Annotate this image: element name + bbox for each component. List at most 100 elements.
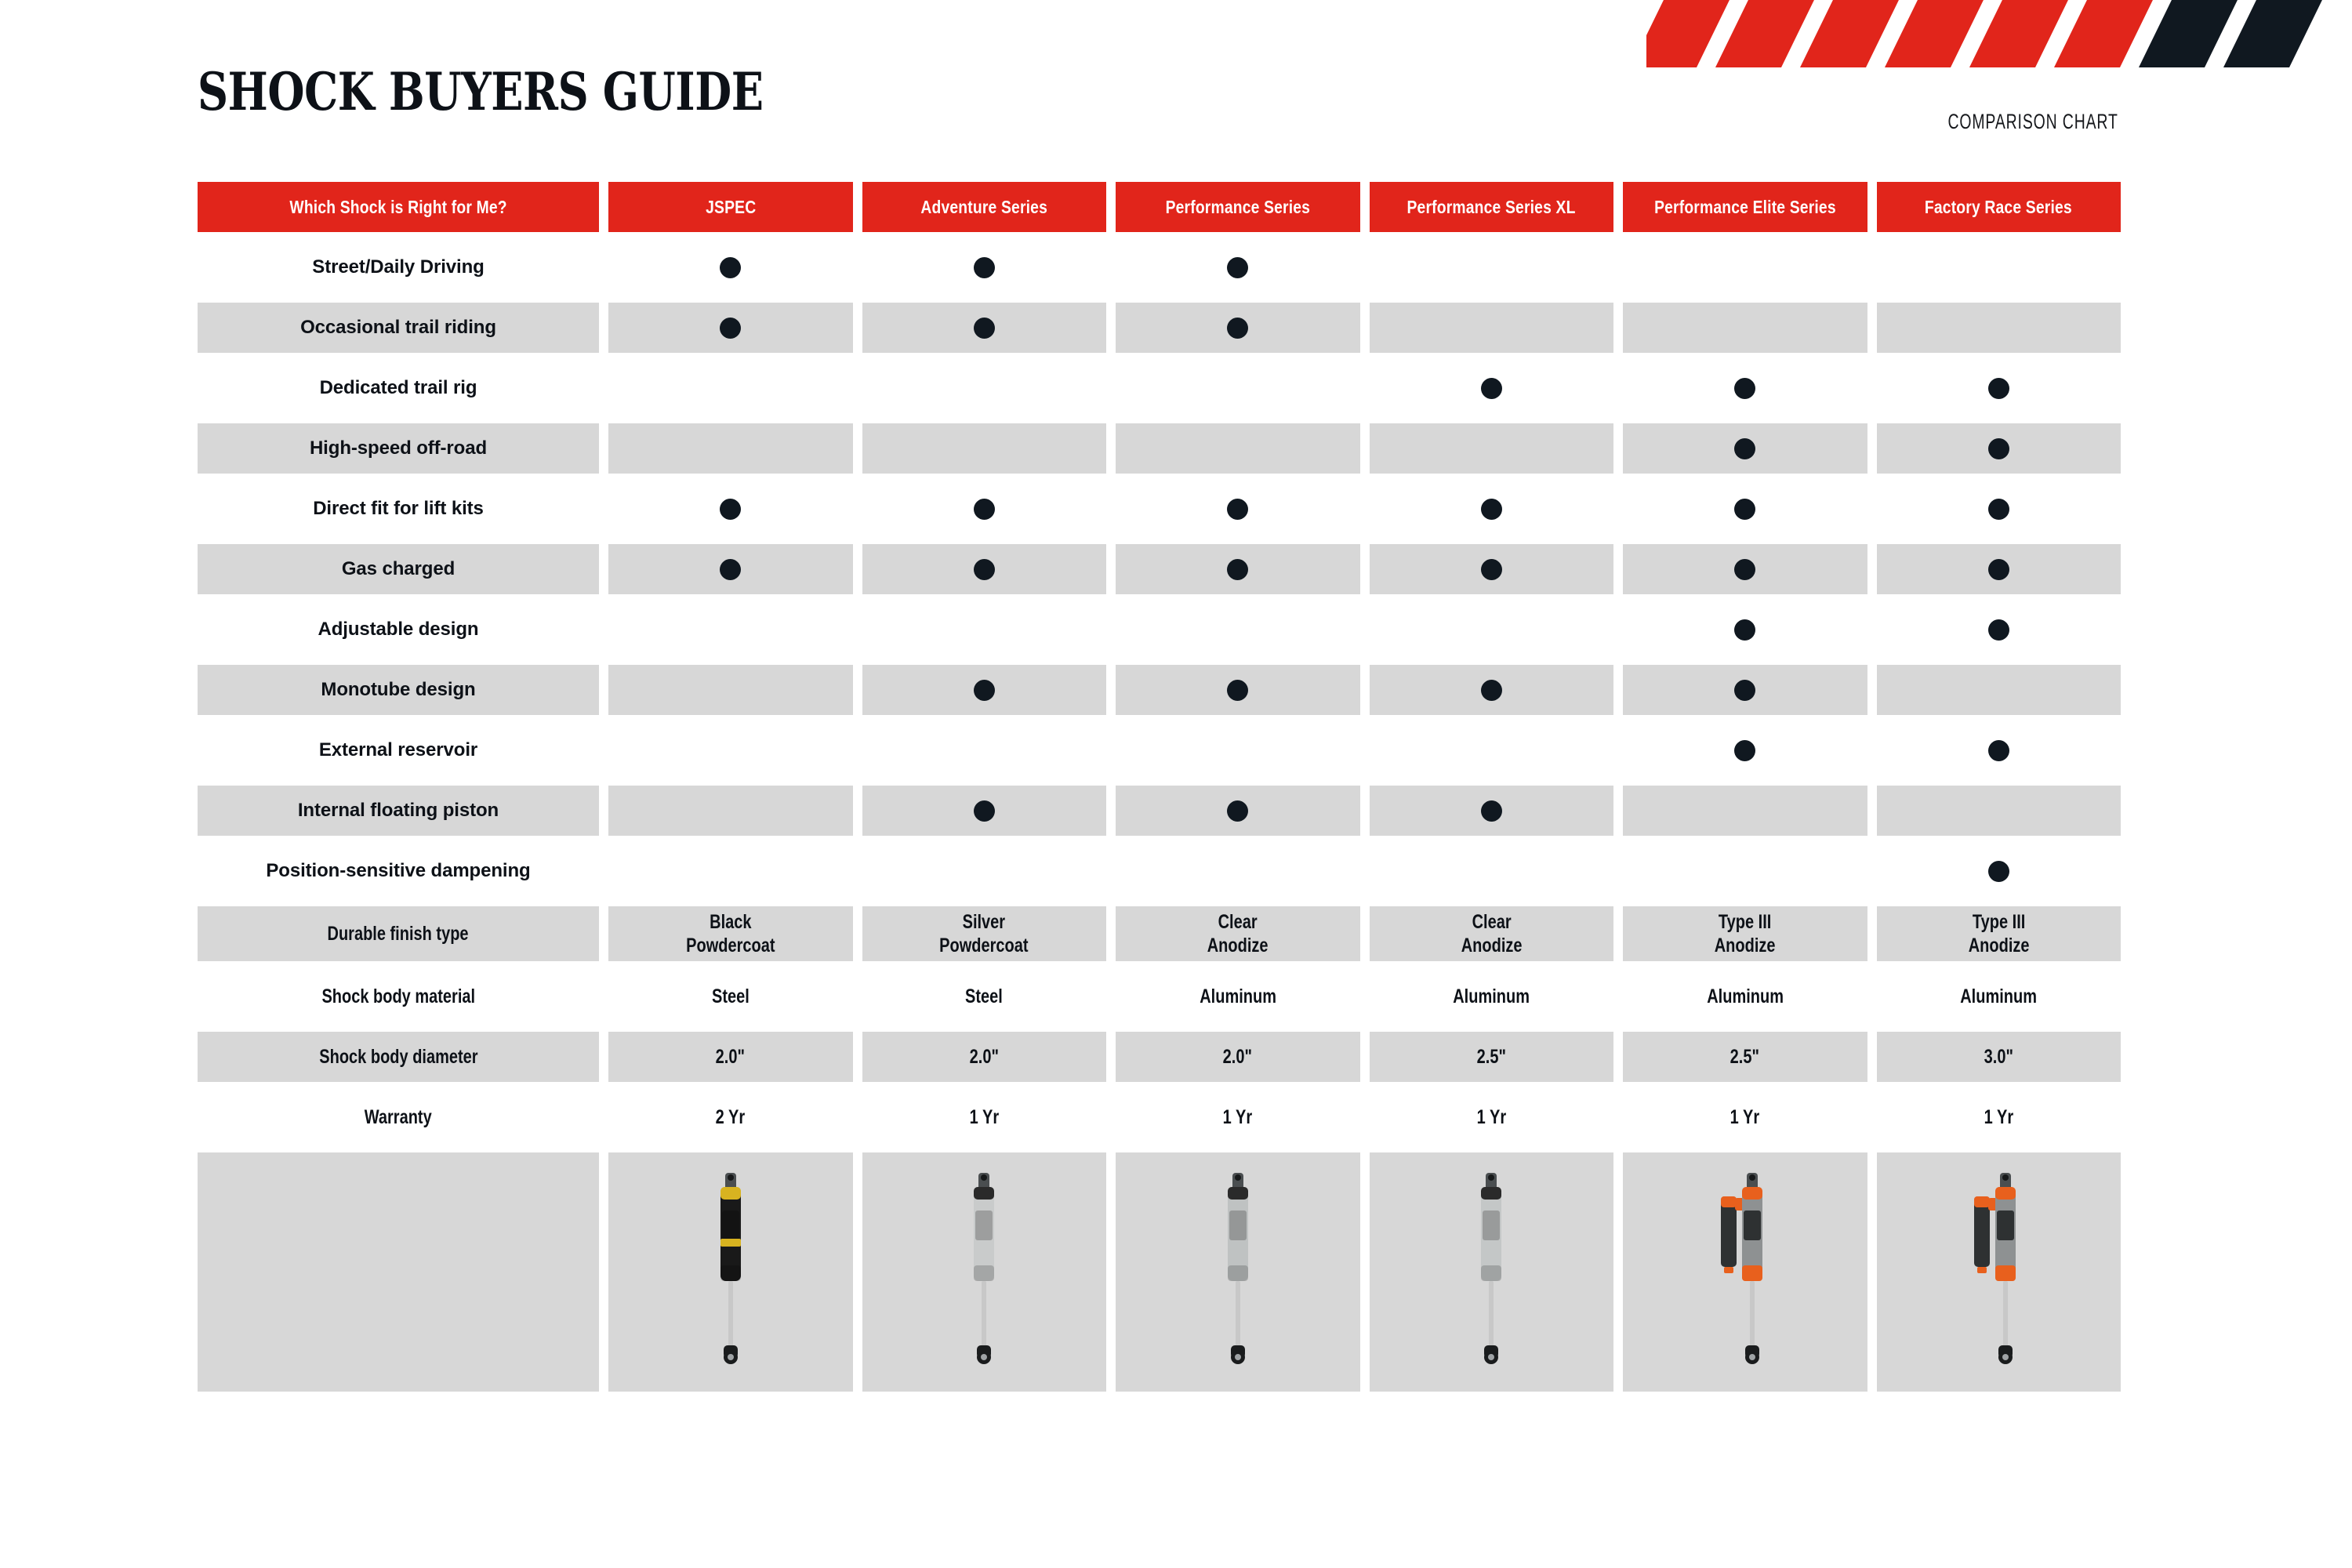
product-image-cell [1623,1152,1867,1392]
adventure-series-shock-photo [974,1172,995,1364]
spec-value-text: 1 Yr [1476,1105,1506,1128]
column-gap [1106,484,1116,534]
checkmark-dot-icon [720,317,742,339]
column-header-series-4[interactable]: Performance Series XL [1369,182,1613,232]
column-header-series-2[interactable]: Adventure Series [862,182,1106,232]
spec-value-cell: 2.0" [1116,1032,1360,1082]
feature-cell [862,484,1107,534]
feature-cell [1623,544,1867,594]
feature-cell [1876,544,2121,594]
column-gap [1867,303,1877,353]
column-gap [1867,971,1877,1022]
product-image-cell [1876,1152,2121,1392]
column-gap [1867,1092,1877,1142]
feature-cell [1623,423,1867,474]
column-gap [1106,665,1116,715]
checkmark-dot-icon [1227,558,1249,580]
checkmark-dot-icon [1734,498,1756,520]
spec-value-text: 1 Yr [969,1105,999,1128]
spec-value-text: 1 Yr [1223,1105,1253,1128]
checkmark-dot-icon [1227,679,1249,701]
column-header-text: JSPEC [705,196,756,217]
column-gap [1360,303,1370,353]
column-gap [1360,1032,1370,1082]
column-header-text: Performance Series XL [1406,196,1576,217]
feature-cell [608,303,853,353]
feature-cell [1370,363,1614,413]
feature-cell [862,242,1107,292]
feature-cell [1116,786,1360,836]
table-row: Dedicated trail rig [198,363,2121,413]
column-gap [1613,363,1623,413]
column-gap [599,182,608,232]
spec-value-cell: 1 Yr [1623,1092,1867,1142]
feature-cell [1623,725,1867,775]
spec-value-text: 2.0" [1223,1045,1253,1068]
spec-value-text: Silver Powdercoat [939,910,1029,957]
row-spacer [198,594,2121,604]
spec-value-text: 2.0" [716,1045,746,1068]
spec-label-cell: Shock body material [198,971,599,1022]
row-label-text: Occasional trail riding [300,317,496,338]
feature-cell [608,484,853,534]
column-gap [853,363,862,413]
checkmark-dot-icon [1734,739,1756,761]
checkmark-dot-icon [1987,558,2009,580]
feature-cell [1877,604,2122,655]
spec-value-text: 2.0" [969,1045,999,1068]
spec-value-cell: 2.5" [1369,1032,1613,1082]
checkmark-dot-icon [1480,377,1502,399]
table-row: High-speed off-road [198,423,2121,474]
row-label-text: Internal floating piston [297,800,499,821]
column-gap [853,846,862,896]
row-label-text: Monotube design [321,679,476,700]
row-spacer [198,534,2121,544]
performance-elite-shock-photo [1720,1172,1762,1364]
checkmark-dot-icon [1987,619,2009,641]
feature-cell [862,423,1106,474]
checkmark-dot-icon [973,256,995,278]
feature-cell [1370,846,1614,896]
column-gap [853,242,862,292]
column-gap [1867,906,1877,961]
column-gap [1613,971,1623,1022]
feature-cell [862,303,1106,353]
column-gap [1106,182,1116,232]
feature-rows-group: Street/Daily Driving Occasional trail rid… [198,242,2121,906]
column-gap [1360,604,1370,655]
column-header-series-6[interactable]: Factory Race Series [1876,182,2121,232]
feature-cell [862,363,1107,413]
spec-value-text: 1 Yr [1984,1105,2013,1128]
feature-cell [1116,363,1360,413]
table-row: Direct fit for lift kits [198,484,2121,534]
performance-series-shock-photo [1227,1172,1248,1364]
column-header-text: Performance Elite Series [1653,196,1836,217]
feature-cell [1623,665,1867,715]
column-gap [1613,846,1623,896]
column-header-criteria[interactable]: Which Shock is Right for Me? [198,182,599,232]
column-gap [1360,1092,1370,1142]
spec-value-text: Aluminum [1706,985,1784,1007]
column-header-series-5[interactable]: Performance Elite Series [1623,182,1867,232]
column-gap [1106,242,1116,292]
checkmark-dot-icon [720,558,742,580]
spec-value-cell: 1 Yr [1370,1092,1614,1142]
column-gap [599,1152,608,1392]
feature-cell [1369,786,1613,836]
table-row: Gas charged [198,544,2121,594]
column-gap [1867,182,1877,232]
column-gap [853,182,862,232]
column-gap [1867,363,1877,413]
checkmark-dot-icon [1227,800,1249,822]
spec-value-text: 1 Yr [1730,1105,1760,1128]
spec-value-text: Clear Anodize [1461,910,1523,957]
feature-cell [1876,665,2121,715]
feature-cell [1370,484,1614,534]
column-header-series-3[interactable]: Performance Series [1116,182,1360,232]
checkmark-dot-icon [1734,377,1756,399]
column-header-series-1[interactable]: JSPEC [608,182,853,232]
table-row: Position-sensitive dampening [198,846,2121,896]
checkmark-dot-icon [1227,498,1249,520]
checkmark-dot-icon [1227,317,1249,339]
row-spacer [198,474,2121,484]
